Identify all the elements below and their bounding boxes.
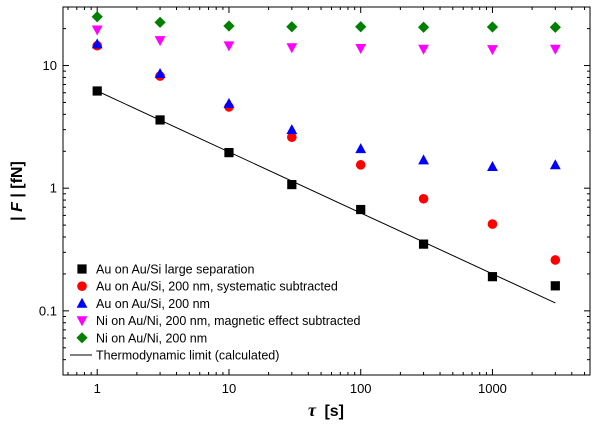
y-tick-label: 1 bbox=[50, 181, 57, 196]
data-point bbox=[287, 132, 297, 143]
data-point bbox=[287, 179, 297, 190]
data-point bbox=[418, 193, 429, 204]
data-point bbox=[154, 67, 166, 78]
data-point bbox=[91, 25, 103, 36]
data-point bbox=[486, 21, 499, 33]
y-tick-label: 0.1 bbox=[39, 303, 57, 318]
data-point bbox=[224, 148, 234, 158]
data-point bbox=[223, 41, 235, 52]
data-point bbox=[155, 115, 165, 125]
thermodynamic-limit-line bbox=[96, 90, 556, 304]
x-axis-unit: [s] bbox=[324, 403, 344, 420]
lines-layer bbox=[96, 90, 556, 304]
data-point bbox=[418, 44, 429, 55]
data-point bbox=[417, 21, 430, 33]
data-point bbox=[91, 11, 103, 23]
x-axis-symbol: τ bbox=[308, 400, 317, 420]
data-point bbox=[550, 255, 561, 265]
y-axis-prefix: | bbox=[9, 216, 26, 220]
data-point bbox=[549, 44, 561, 55]
data-point bbox=[487, 272, 498, 282]
data-point bbox=[355, 21, 367, 33]
legend-marker bbox=[77, 264, 87, 274]
data-point bbox=[286, 21, 298, 33]
legend-marker bbox=[77, 281, 87, 292]
legend-label: Au on Au/Si, 200 nm, systematic subtract… bbox=[96, 280, 338, 294]
y-axis-symbol: F bbox=[9, 201, 26, 212]
data-point bbox=[549, 159, 561, 170]
data-point bbox=[92, 86, 102, 96]
legend-marker bbox=[76, 332, 88, 344]
data-point bbox=[223, 20, 235, 32]
points-layer bbox=[91, 11, 561, 291]
legend-label: Au on Au/Si, 200 nm bbox=[96, 297, 210, 311]
data-point bbox=[550, 281, 560, 291]
data-point bbox=[154, 36, 166, 47]
legend-label: Thermodynamic limit (calculated) bbox=[96, 349, 279, 363]
data-point bbox=[91, 38, 103, 49]
x-tick-label: 1000 bbox=[478, 381, 507, 396]
data-point bbox=[223, 97, 235, 108]
y-axis-suffix: | [fN] bbox=[9, 161, 26, 197]
data-point bbox=[487, 219, 498, 229]
x-axis-title: τ [s] bbox=[308, 400, 344, 420]
legend-label: Ni on Au/Ni, 200 nm, magnetic effect sub… bbox=[96, 314, 361, 328]
data-point bbox=[355, 43, 367, 54]
x-tick-label: 10 bbox=[222, 381, 236, 396]
legend-label: Ni on Au/Ni, 200 nm bbox=[96, 331, 207, 345]
tick-labels: 1 10 100 1000 0.1 1 10 bbox=[39, 58, 507, 396]
x-tick-label: 100 bbox=[350, 381, 372, 396]
legend-marker bbox=[76, 297, 88, 308]
y-axis-title: | F | [fN] bbox=[9, 161, 26, 221]
data-point bbox=[356, 204, 366, 215]
data-point bbox=[487, 45, 498, 56]
data-point bbox=[286, 124, 298, 135]
data-point bbox=[154, 16, 166, 28]
legend-marker bbox=[76, 316, 88, 327]
data-point bbox=[286, 43, 298, 54]
data-point bbox=[487, 160, 498, 171]
data-point bbox=[355, 160, 366, 170]
legend-label: Au on Au/Si large separation bbox=[96, 263, 254, 277]
data-point bbox=[418, 239, 429, 249]
legend: Au on Au/Si large separation Au on Au/Si,… bbox=[70, 263, 361, 363]
y-tick-label: 10 bbox=[43, 58, 57, 73]
data-point bbox=[355, 143, 367, 154]
data-point bbox=[418, 154, 429, 165]
x-tick-label: 1 bbox=[94, 381, 101, 396]
plot-frame bbox=[62, 6, 591, 376]
data-point bbox=[549, 21, 561, 33]
